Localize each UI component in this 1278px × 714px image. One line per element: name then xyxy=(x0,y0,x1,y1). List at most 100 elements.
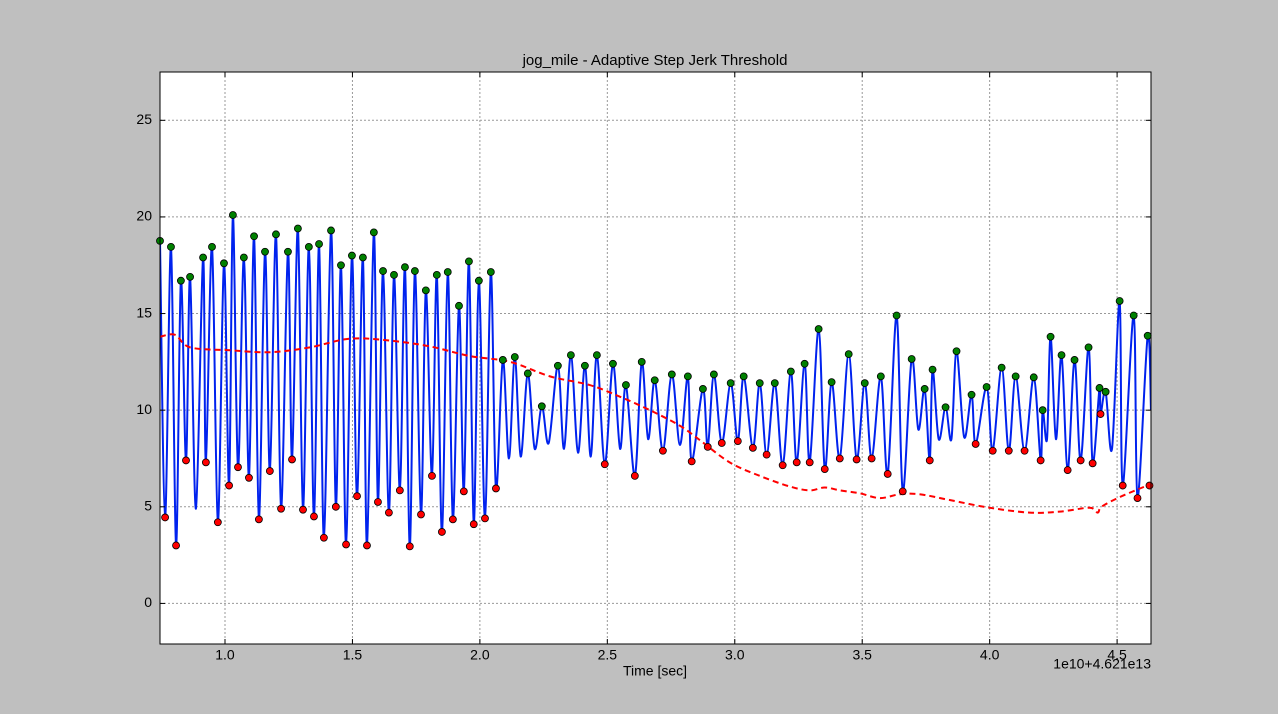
point-marker xyxy=(609,359,617,368)
point-marker xyxy=(1084,343,1093,352)
point-marker xyxy=(208,242,216,251)
point-marker xyxy=(553,361,562,370)
point-marker xyxy=(1129,311,1138,320)
point-marker xyxy=(234,463,242,472)
chart-title: jog_mile - Adaptive Step Jerk Threshold xyxy=(522,52,788,69)
point-marker xyxy=(971,440,980,448)
point-marker xyxy=(778,461,787,470)
point-marker xyxy=(492,484,500,493)
point-marker xyxy=(622,381,630,389)
point-marker xyxy=(342,540,350,549)
point-marker xyxy=(600,460,609,469)
point-marker xyxy=(687,457,696,466)
y-tick-label: 15 xyxy=(136,304,152,320)
point-marker xyxy=(925,456,934,465)
point-marker xyxy=(748,443,757,452)
x-tick-label: 4.5 xyxy=(1107,647,1127,663)
point-marker xyxy=(1057,351,1066,360)
point-marker xyxy=(353,492,361,501)
point-marker xyxy=(182,456,190,465)
point-marker xyxy=(566,351,575,360)
point-marker xyxy=(498,356,507,364)
x-tick-label: 4.0 xyxy=(980,647,1000,663)
point-marker xyxy=(374,498,382,506)
point-marker xyxy=(997,363,1006,372)
y-tick-label: 10 xyxy=(136,401,152,417)
plot-area xyxy=(160,72,1151,644)
point-marker xyxy=(455,301,463,310)
x-tick-label: 2.5 xyxy=(598,647,618,663)
point-marker xyxy=(876,372,885,381)
point-marker xyxy=(523,369,532,378)
point-marker xyxy=(835,454,844,463)
point-marker xyxy=(310,512,318,521)
point-marker xyxy=(898,487,907,496)
point-marker xyxy=(1118,481,1127,490)
point-marker xyxy=(1070,356,1079,364)
point-marker xyxy=(683,372,692,381)
point-marker xyxy=(907,355,916,363)
point-marker xyxy=(920,385,929,393)
point-marker xyxy=(1095,384,1104,392)
point-marker xyxy=(277,504,285,513)
point-marker xyxy=(733,437,742,445)
point-marker xyxy=(1011,372,1020,381)
threshold-line xyxy=(160,333,1150,514)
point-marker xyxy=(250,232,258,241)
point-marker xyxy=(739,372,748,381)
point-marker xyxy=(928,365,937,374)
point-marker xyxy=(1038,406,1047,415)
point-marker xyxy=(254,515,263,524)
point-marker xyxy=(228,211,237,219)
point-marker xyxy=(465,257,473,266)
y-tick-label: 0 xyxy=(144,594,152,610)
point-marker xyxy=(755,379,764,388)
point-marker xyxy=(304,242,313,251)
point-marker xyxy=(363,541,371,550)
point-marker xyxy=(319,533,328,542)
point-marker xyxy=(814,325,823,333)
point-marker xyxy=(703,442,712,451)
point-marker xyxy=(265,467,274,475)
point-marker xyxy=(405,542,414,551)
point-marker xyxy=(1133,494,1142,503)
point-marker xyxy=(1046,332,1055,341)
point-marker xyxy=(284,247,292,256)
point-marker xyxy=(1063,466,1072,474)
point-marker xyxy=(1029,373,1038,382)
point-marker xyxy=(658,446,667,455)
point-marker xyxy=(369,228,378,237)
point-marker xyxy=(161,513,169,522)
point-marker xyxy=(827,378,836,387)
point-marker xyxy=(820,465,829,474)
point-marker xyxy=(299,505,307,514)
point-marker xyxy=(852,455,861,464)
point-marker xyxy=(717,439,726,447)
point-marker xyxy=(401,263,409,272)
point-marker xyxy=(630,471,639,480)
point-marker xyxy=(805,458,814,467)
point-marker xyxy=(1101,387,1110,396)
point-marker xyxy=(390,271,398,279)
point-marker xyxy=(699,385,707,393)
point-marker xyxy=(395,486,404,495)
point-marker xyxy=(952,347,961,356)
point-marker xyxy=(432,271,441,279)
point-marker xyxy=(448,515,457,524)
point-marker xyxy=(186,272,194,281)
point-marker xyxy=(726,379,735,388)
point-marker xyxy=(220,259,228,268)
y-tick-label: 25 xyxy=(136,111,152,127)
x-offset-label: 1e10+4.621e13 xyxy=(1053,656,1151,672)
point-marker xyxy=(1088,459,1097,468)
point-marker xyxy=(800,359,809,368)
point-marker xyxy=(421,286,430,295)
x-tick-label: 3.0 xyxy=(725,647,745,663)
point-marker xyxy=(709,370,718,379)
point-marker xyxy=(580,361,589,370)
point-marker xyxy=(481,514,489,523)
y-tick-label: 20 xyxy=(136,208,152,224)
point-marker xyxy=(1145,481,1154,490)
point-marker xyxy=(327,226,335,235)
